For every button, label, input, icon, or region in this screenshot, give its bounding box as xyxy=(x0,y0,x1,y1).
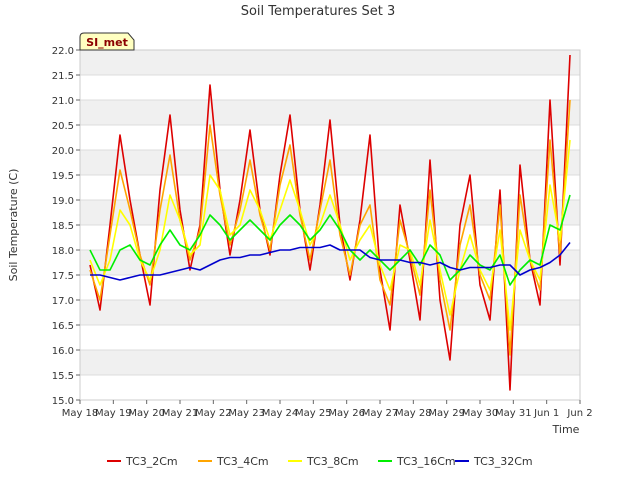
grid-band xyxy=(80,350,580,375)
x-tick-label: May 28 xyxy=(395,408,432,419)
legend-item-TC3_16Cm: TC3_16Cm xyxy=(378,455,456,468)
site-label: SI_met xyxy=(86,36,128,49)
x-tick-label: May 21 xyxy=(162,408,199,419)
y-tick-label: 17.5 xyxy=(52,271,74,282)
y-axis-label: Soil Temperature (C) xyxy=(7,169,20,282)
x-tick-label: May 27 xyxy=(362,408,399,419)
y-tick-label: 19.5 xyxy=(52,171,74,182)
x-tick-label: May 31 xyxy=(495,408,532,419)
chart-title: Soil Temperatures Set 3 xyxy=(241,4,396,19)
legend-item-TC3_32Cm: TC3_32Cm xyxy=(455,455,533,468)
grid-band xyxy=(80,50,580,75)
x-tick-label: May 19 xyxy=(95,408,132,419)
y-tick-label: 21.5 xyxy=(52,71,74,82)
y-tick-label: 18.5 xyxy=(52,221,74,232)
x-tick-label: May 22 xyxy=(195,408,232,419)
x-tick-label: May 18 xyxy=(62,408,99,419)
y-tick-label: 15.0 xyxy=(52,396,74,407)
x-tick-label: May 30 xyxy=(462,408,499,419)
series-line-TC3_4Cm xyxy=(89,99,571,356)
x-tick-label: Jun 1 xyxy=(533,408,559,419)
legend-label: TC3_8Cm xyxy=(306,455,359,468)
legend-item-TC3_2Cm: TC3_2Cm xyxy=(107,455,178,468)
legend-label: TC3_32Cm xyxy=(473,455,533,468)
x-tick-label: Jun 2 xyxy=(566,408,592,419)
y-tick-label: 15.5 xyxy=(52,371,74,382)
legend: TC3_2Cm TC3_4Cm TC3_8Cm TC3_16Cm TC3_32Cm xyxy=(107,455,533,468)
series-line-TC3_8Cm xyxy=(89,139,571,331)
y-tick-label: 22.0 xyxy=(52,46,74,57)
series-lines xyxy=(89,54,571,391)
legend-item-TC3_8Cm: TC3_8Cm xyxy=(288,455,359,468)
legend-label: TC3_4Cm xyxy=(216,455,269,468)
x-tick-label: May 20 xyxy=(128,408,165,419)
series-line-TC3_2Cm xyxy=(89,54,571,391)
y-tick-label: 17.0 xyxy=(52,296,74,307)
y-tick-label: 16.0 xyxy=(52,346,74,357)
y-tick-label: 16.5 xyxy=(52,321,74,332)
y-tick-label: 18.0 xyxy=(52,246,74,257)
grid-band xyxy=(80,200,580,225)
y-tick-label: 20.0 xyxy=(52,146,74,157)
grid-bands xyxy=(80,50,580,375)
y-tick-label: 21.0 xyxy=(52,96,74,107)
x-axis-label: Time xyxy=(552,423,580,436)
y-tick-label: 19.0 xyxy=(52,196,74,207)
x-tick-label: May 23 xyxy=(228,408,265,419)
x-tick-label: May 26 xyxy=(328,408,365,419)
x-tick-label: May 25 xyxy=(295,408,332,419)
site-label-box: SI_met xyxy=(79,32,135,51)
legend-label: TC3_2Cm xyxy=(125,455,178,468)
y-axis-ticks: 15.0 15.5 16.0 16.5 17.0 17.5 18.0 18.5 19.0 19.5… xyxy=(52,46,80,407)
series-line-TC3_16Cm xyxy=(89,194,571,286)
series-line-TC3_32Cm xyxy=(90,242,571,281)
x-tick-label: May 29 xyxy=(428,408,465,419)
y-tick-label: 20.5 xyxy=(52,121,74,132)
x-tick-label: May 24 xyxy=(262,408,299,419)
legend-item-TC3_4Cm: TC3_4Cm xyxy=(198,455,269,468)
grid-band xyxy=(80,300,580,325)
legend-label: TC3_16Cm xyxy=(396,455,456,468)
